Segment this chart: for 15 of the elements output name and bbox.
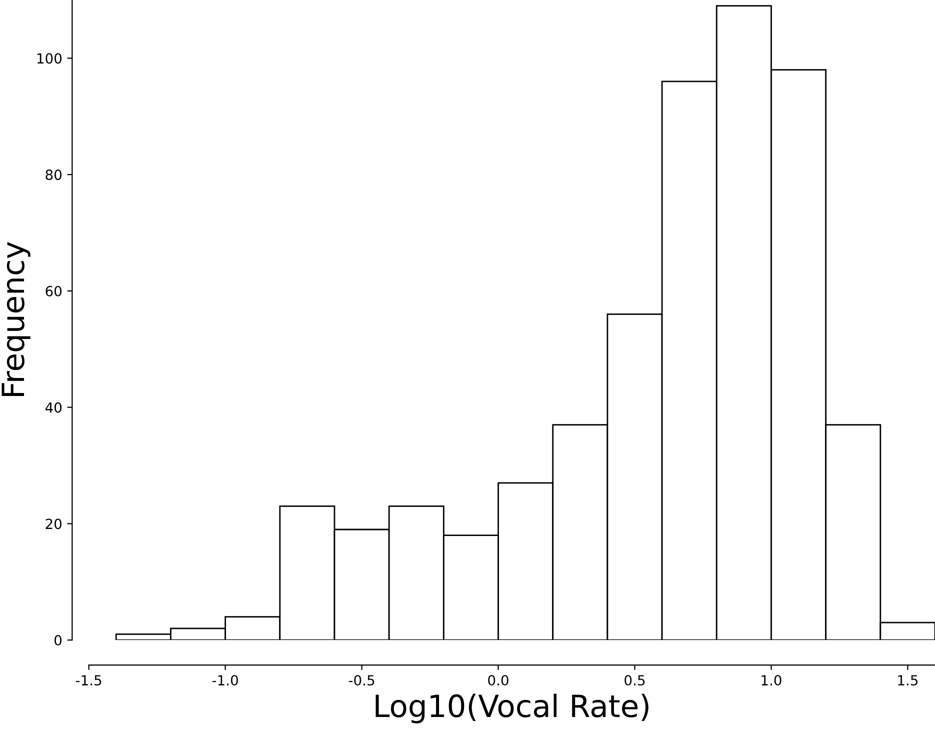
y-axis-title: Frequency (2, 242, 30, 396)
y-tick-label: 20 (46, 518, 62, 530)
x-tick-label: -1.0 (212, 675, 238, 686)
x-tick-label: -1.5 (76, 675, 102, 686)
y-tick-label: 60 (46, 286, 62, 296)
x-tick-label: 0.5 (624, 675, 645, 686)
x-axis-title: Log10(Vocal Rate) (376, 694, 648, 724)
x-tick-label: 1.5 (898, 675, 918, 686)
x-tick-label: -0.5 (348, 675, 374, 686)
x-tick-label: 0.0 (488, 675, 508, 686)
x-tick-label: 1.0 (762, 675, 782, 686)
y-tick-label: 0 (54, 635, 62, 646)
y-tick-label: 80 (46, 170, 62, 180)
y-tick-label: 40 (45, 402, 62, 413)
y-tick-label: 100 (37, 53, 62, 64)
